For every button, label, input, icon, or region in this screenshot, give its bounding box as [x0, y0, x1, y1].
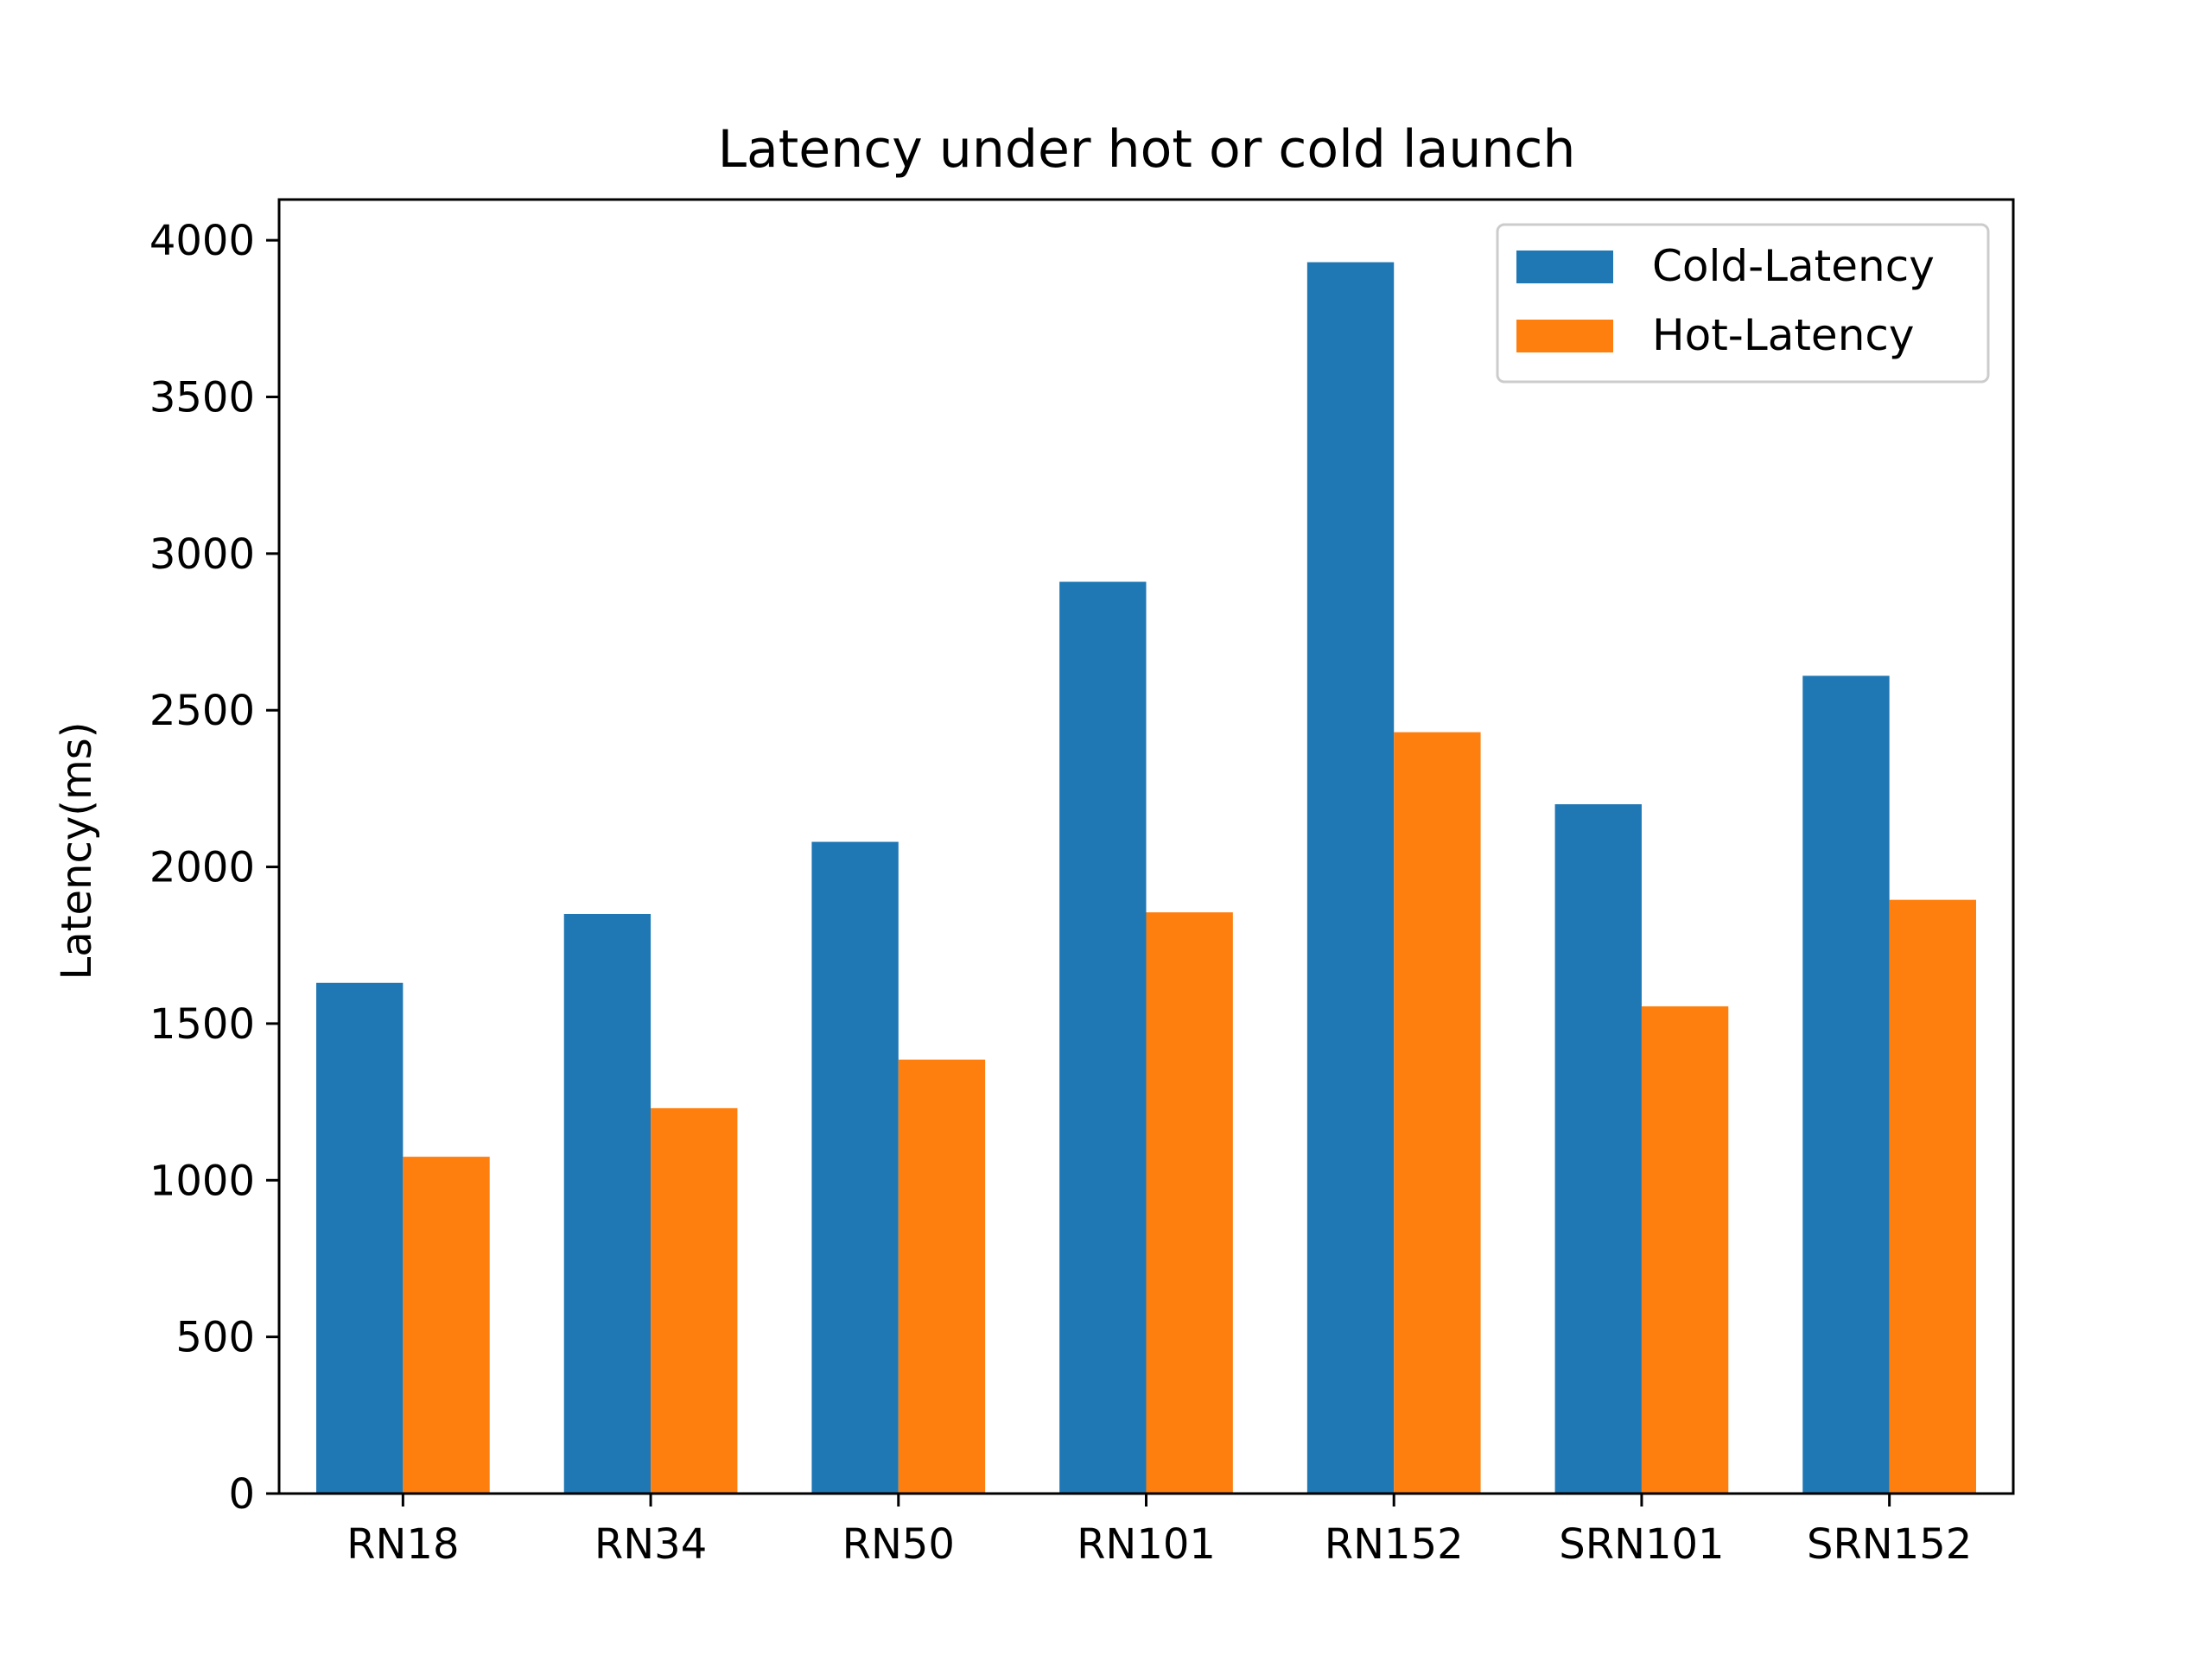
- bar-hot-latency-rn34: [651, 1107, 738, 1494]
- bars-layer: [316, 262, 1976, 1494]
- legend-swatch-hot-latency: [1516, 320, 1613, 352]
- y-tick-label: 2500: [149, 687, 255, 735]
- x-tick-label-rn152: RN152: [1325, 1520, 1464, 1569]
- bar-cold-latency-rn18: [316, 982, 404, 1494]
- legend-swatch-cold-latency: [1516, 251, 1613, 283]
- bar-cold-latency-rn34: [563, 913, 652, 1494]
- y-tick-label: 500: [175, 1314, 255, 1362]
- plot-area-frame: [277, 198, 2015, 1495]
- bar-hot-latency-rn18: [403, 1157, 490, 1494]
- bar-cold-latency-srn152: [1802, 676, 1890, 1494]
- bar-hot-latency-rn50: [898, 1059, 986, 1494]
- chart-title: Latency under hot or cold launch: [718, 119, 1576, 180]
- legend-label-hot-latency: Hot-Latency: [1652, 310, 1914, 360]
- bar-cold-latency-rn152: [1306, 262, 1395, 1494]
- x-tick-label-rn101: RN101: [1077, 1520, 1216, 1569]
- x-tick-label-rn34: RN34: [594, 1520, 707, 1569]
- bar-hot-latency-rn152: [1394, 732, 1481, 1494]
- legend-frame: [1496, 223, 1990, 384]
- x-axis-ticks: RN18 RN34 RN50 RN101 RN152 SRN101 SRN152: [346, 1494, 1972, 1569]
- y-axis-label: Latency(ms): [53, 722, 101, 980]
- bar-cold-latency-srn101: [1554, 804, 1642, 1494]
- y-axis-ticks: 0 500 1000 1500 2000 2500 3000 3500 4000: [149, 217, 279, 1519]
- y-tick-label: 3500: [149, 374, 255, 422]
- x-tick-label-rn18: RN18: [346, 1520, 459, 1569]
- bar-cold-latency-rn101: [1059, 581, 1147, 1494]
- y-tick-label: 3000: [149, 530, 255, 579]
- y-tick-label: 1500: [149, 1000, 255, 1049]
- y-tick-label: 4000: [149, 217, 255, 265]
- x-tick-label-srn101: SRN101: [1559, 1520, 1724, 1569]
- bar-hot-latency-srn152: [1889, 899, 1976, 1494]
- legend-label-cold-latency: Cold-Latency: [1652, 241, 1935, 291]
- y-tick-label: 2000: [149, 844, 255, 892]
- y-tick-label: 0: [228, 1470, 255, 1519]
- y-tick-label: 1000: [149, 1157, 255, 1205]
- bar-hot-latency-rn101: [1146, 912, 1233, 1494]
- x-tick-label-srn152: SRN152: [1807, 1520, 1972, 1569]
- x-tick-label-rn50: RN50: [842, 1520, 955, 1569]
- bar-cold-latency-rn50: [811, 841, 899, 1494]
- legend: Cold-Latency Hot-Latency: [1496, 223, 1990, 384]
- bar-hot-latency-srn101: [1641, 1005, 1729, 1494]
